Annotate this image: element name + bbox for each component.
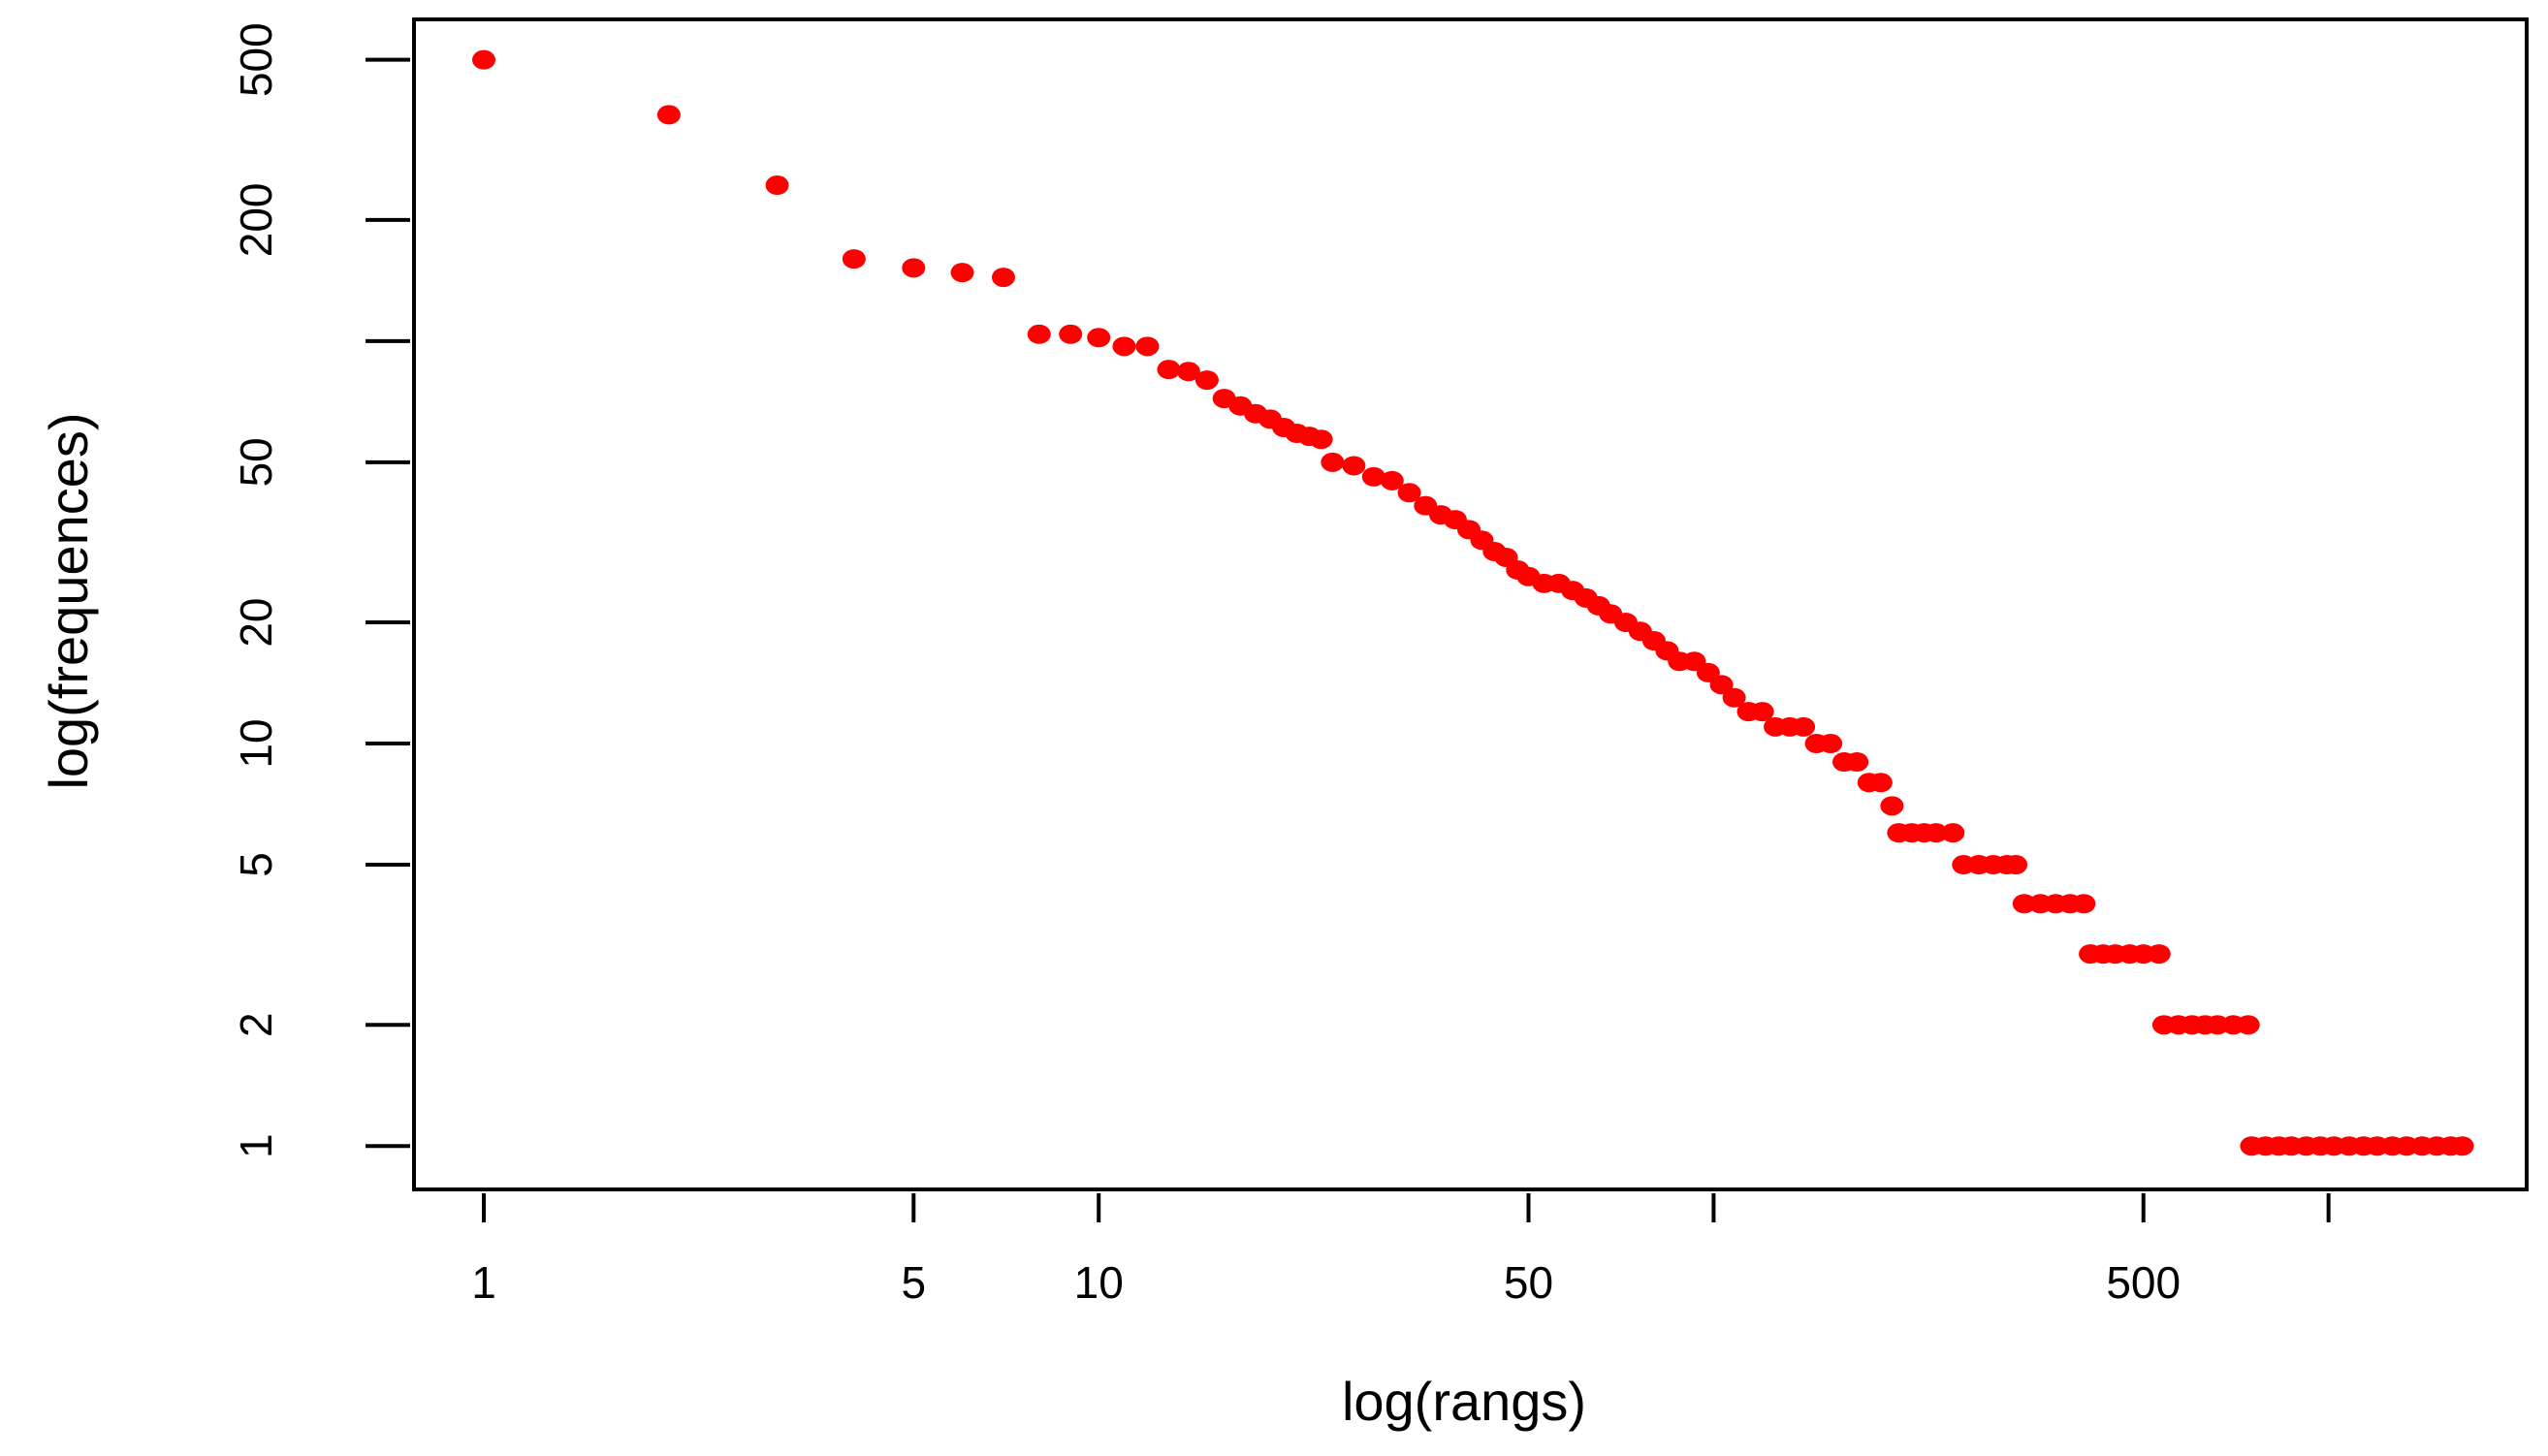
- point: [1380, 470, 1404, 491]
- point: [1112, 336, 1136, 357]
- point: [1194, 370, 1219, 391]
- y-tick-label: 2: [231, 1012, 281, 1037]
- point: [902, 258, 926, 278]
- point: [991, 268, 1015, 288]
- point: [471, 49, 495, 70]
- point: [2147, 944, 2171, 965]
- point: [1135, 336, 1160, 357]
- y-tick-label: 10: [231, 718, 281, 768]
- point: [1868, 773, 1893, 793]
- point: [1321, 452, 1345, 472]
- point: [1087, 328, 1111, 348]
- point: [2004, 855, 2028, 875]
- point: [2012, 894, 2036, 914]
- point: [1157, 360, 1181, 380]
- point: [1059, 324, 1083, 344]
- point: [1880, 796, 1904, 816]
- x-tick-label: 10: [1074, 1257, 1124, 1308]
- point: [842, 249, 866, 269]
- point: [1792, 716, 1816, 737]
- point: [1397, 483, 1421, 503]
- point: [1342, 456, 1366, 476]
- point: [1361, 466, 1385, 487]
- point: [2072, 894, 2096, 914]
- x-tick-label: 1: [471, 1257, 496, 1308]
- y-axis-title: log(frequences): [38, 412, 99, 789]
- y-tick-label: 5: [231, 852, 281, 877]
- point: [1027, 324, 1051, 344]
- x-axis-title: log(rangs): [1342, 1371, 1586, 1432]
- y-tick-label: 20: [231, 597, 281, 647]
- x-tick-label: 5: [901, 1257, 926, 1308]
- point: [656, 105, 681, 125]
- y-tick-label: 50: [231, 437, 281, 487]
- y-tick-label: 500: [231, 22, 281, 97]
- point: [1722, 687, 1746, 708]
- plot-frame: [412, 17, 2529, 1191]
- point: [950, 263, 974, 283]
- point: [1750, 702, 1774, 722]
- x-tick-label: 50: [1504, 1257, 1553, 1308]
- y-tick-label: 200: [231, 183, 281, 258]
- point: [1819, 734, 1843, 754]
- point: [1176, 362, 1200, 382]
- y-tick-label: 1: [231, 1133, 281, 1158]
- point: [1309, 429, 1333, 450]
- point: [2450, 1136, 2474, 1156]
- point: [1924, 823, 1948, 843]
- point: [765, 175, 789, 196]
- point: [1709, 675, 1734, 695]
- point: [1845, 752, 1869, 773]
- point: [2236, 1015, 2260, 1035]
- x-tick-label: 500: [2106, 1257, 2181, 1308]
- point: [1941, 823, 1965, 843]
